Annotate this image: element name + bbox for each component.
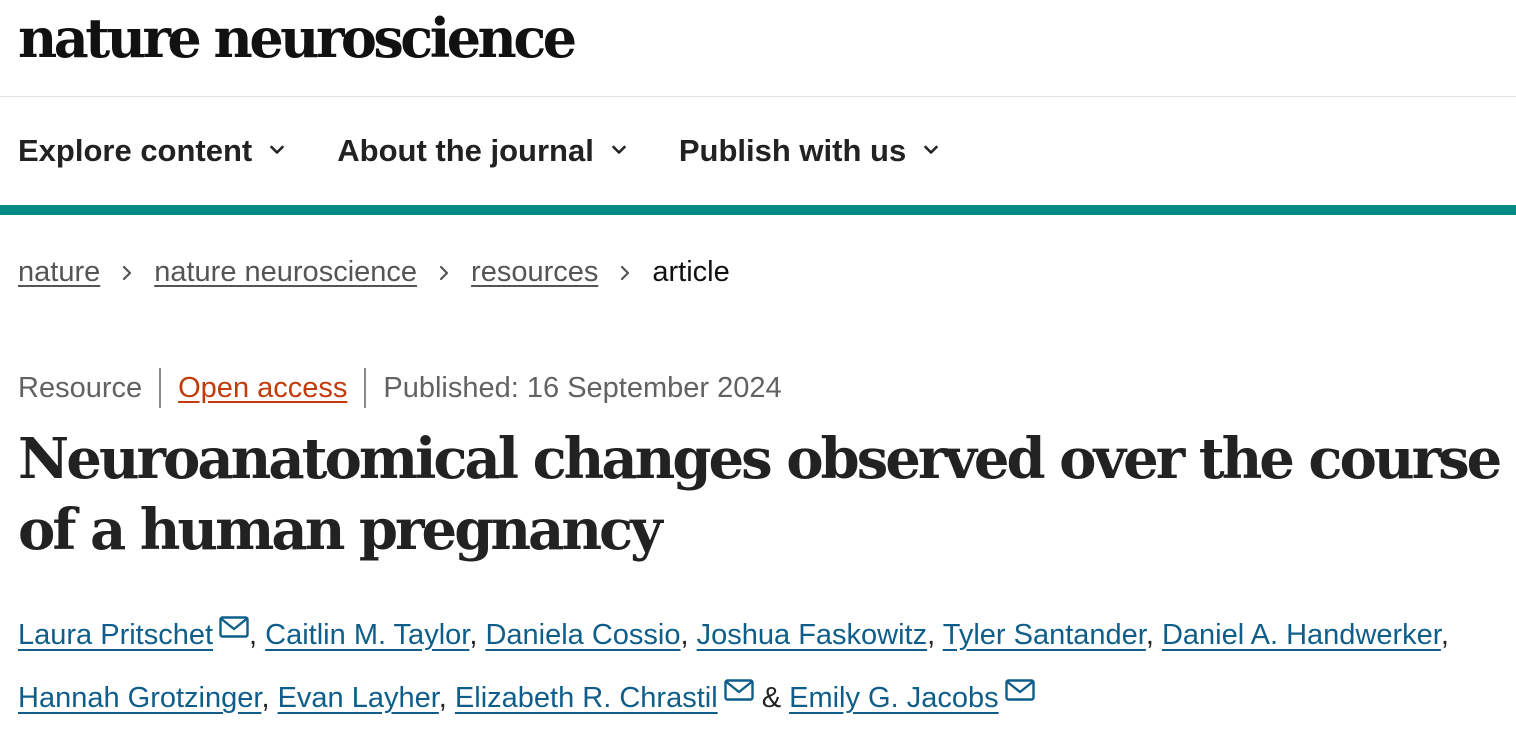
author-link[interactable]: Elizabeth R. Chrastil: [454, 682, 718, 714]
author-separator: &: [753, 682, 790, 714]
meta-divider: [364, 368, 367, 408]
nav-item-label: About the journal: [337, 133, 594, 168]
article-type: Resource: [18, 371, 143, 404]
author-link[interactable]: Caitlin M. Taylor: [265, 619, 470, 651]
mail-icon[interactable]: [219, 616, 249, 638]
author-separator: ,: [249, 619, 266, 651]
nav-about-the-journal[interactable]: About the journal: [337, 133, 626, 169]
chevron-down-icon: [270, 145, 285, 157]
author-separator: ,: [1145, 619, 1162, 651]
author-list: Laura Pritschet, Caitlin M. Taylor, Dani…: [18, 604, 1508, 730]
breadcrumb-resources[interactable]: resources: [471, 256, 599, 288]
author-link[interactable]: Hannah Grotzinger: [18, 682, 262, 714]
author-separator: ,: [1440, 619, 1449, 651]
breadcrumb-current: article: [652, 256, 730, 288]
breadcrumb-nature-neuroscience[interactable]: nature neuroscience: [154, 256, 418, 288]
author-link[interactable]: Laura Pritschet: [18, 619, 214, 651]
author-separator: ,: [261, 682, 278, 714]
chevron-down-icon: [612, 145, 626, 157]
author-separator: ,: [680, 619, 697, 651]
nav-publish-with-us[interactable]: Publish with us: [678, 133, 939, 169]
nav-item-label: Explore content: [18, 133, 253, 168]
breadcrumb: nature nature neuroscience resources art…: [18, 256, 730, 289]
nav-item-label: Publish with us: [678, 133, 907, 168]
masthead: nature neuroscience: [0, 0, 1516, 97]
open-access-link[interactable]: Open access: [178, 371, 348, 404]
author-link[interactable]: Evan Layher: [277, 682, 439, 714]
author-link[interactable]: Daniela Cossio: [485, 619, 681, 651]
author-separator: ,: [927, 619, 943, 651]
nav-explore-content[interactable]: Explore content: [18, 133, 285, 169]
article-title: Neuroanatomical changes observed over th…: [18, 426, 1502, 563]
article-meta: Resource Open access Published: 16 Septe…: [18, 368, 782, 408]
author-link[interactable]: Daniel A. Handwerker: [1161, 619, 1441, 651]
author-link[interactable]: Emily G. Jacobs: [789, 682, 999, 714]
author-separator: ,: [438, 682, 455, 714]
chevron-right-icon: [620, 265, 630, 281]
main-nav: Explore content About the journal Publis…: [0, 97, 1516, 215]
author-link[interactable]: Tyler Santander: [942, 619, 1146, 651]
chevron-right-icon: [122, 265, 132, 281]
published-date: Published: 16 September 2024: [383, 371, 782, 404]
mail-icon[interactable]: [1004, 679, 1035, 701]
author-link[interactable]: Joshua Faskowitz: [696, 619, 928, 651]
mail-icon[interactable]: [723, 679, 754, 701]
journal-logo[interactable]: nature neuroscience: [18, 6, 577, 70]
author-separator: ,: [469, 619, 486, 651]
meta-divider: [159, 368, 162, 408]
chevron-right-icon: [439, 265, 449, 281]
chevron-down-icon: [924, 145, 939, 157]
breadcrumb-nature[interactable]: nature: [18, 256, 101, 288]
